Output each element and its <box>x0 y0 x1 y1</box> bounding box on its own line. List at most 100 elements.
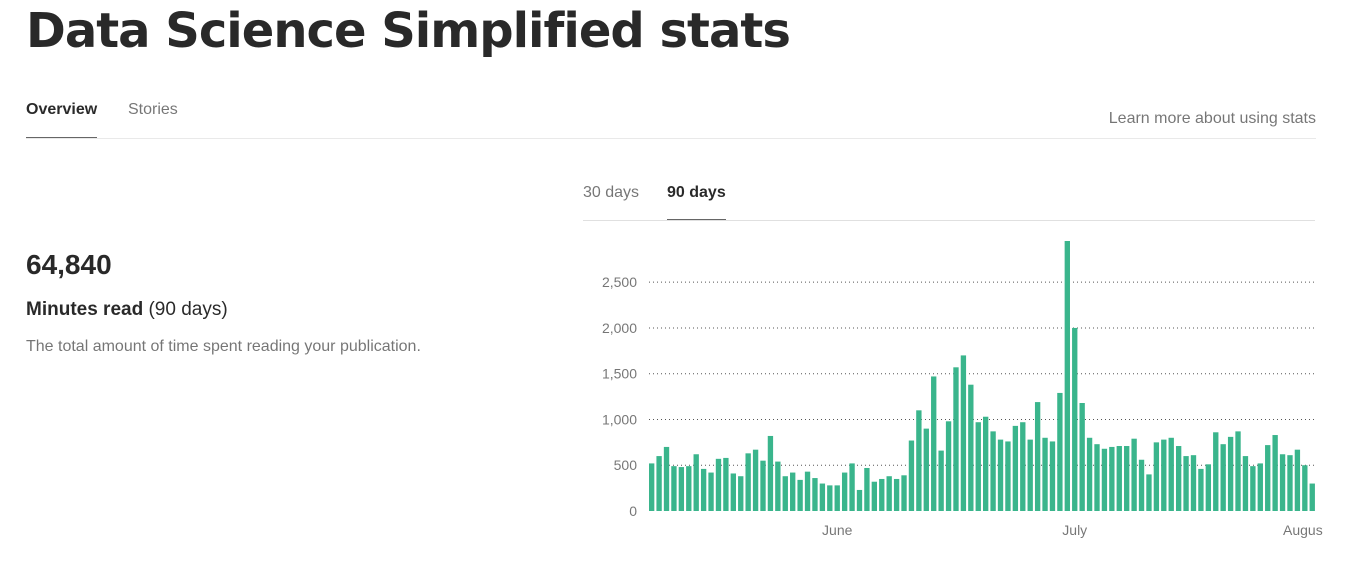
chart-bar[interactable] <box>723 457 729 511</box>
chart-bar[interactable] <box>990 431 996 511</box>
chart-bar[interactable] <box>827 485 833 511</box>
chart-bar[interactable] <box>923 428 929 511</box>
range-tab-90-days[interactable]: 90 days <box>667 178 726 220</box>
chart-bar[interactable] <box>908 440 915 511</box>
chart-bar[interactable] <box>700 468 707 511</box>
chart-bar[interactable] <box>775 461 781 511</box>
chart-bar[interactable] <box>1175 446 1182 511</box>
tab-stories[interactable]: Stories <box>128 101 178 118</box>
chart-bar[interactable] <box>1242 456 1249 511</box>
chart-bar[interactable] <box>841 472 848 511</box>
chart-bar[interactable] <box>1094 444 1100 511</box>
chart-bar[interactable] <box>1005 441 1011 511</box>
chart-bar[interactable] <box>1250 466 1256 511</box>
chart-bar[interactable] <box>1302 465 1308 511</box>
chart-bar[interactable] <box>1057 392 1063 511</box>
chart-bar[interactable] <box>1235 431 1241 511</box>
chart-bar[interactable] <box>1227 436 1234 511</box>
chart-bar[interactable] <box>864 467 870 511</box>
chart-bar[interactable] <box>856 489 863 511</box>
chart-bar[interactable] <box>1131 438 1137 511</box>
chart-bar[interactable] <box>1213 432 1219 511</box>
chart-bar[interactable] <box>931 376 937 511</box>
chart-bar[interactable] <box>968 384 974 511</box>
range-tab-30-days[interactable]: 30 days <box>583 184 640 201</box>
chart-bar[interactable] <box>715 458 722 511</box>
chart-bar[interactable] <box>686 466 692 511</box>
chart-bar[interactable] <box>901 475 907 511</box>
chart-bar[interactable] <box>1205 464 1212 511</box>
x-month-label: August <box>1283 522 1323 538</box>
chart-bar[interactable] <box>730 473 736 511</box>
tab-overview[interactable]: Overview <box>26 96 98 138</box>
chart-bar[interactable] <box>671 466 677 511</box>
chart-bar[interactable] <box>738 476 744 511</box>
chart-bar[interactable] <box>893 478 900 511</box>
chart-bar[interactable] <box>953 367 959 511</box>
chart-bar[interactable] <box>790 472 796 511</box>
chart-bar[interactable] <box>1012 425 1019 511</box>
chart-bar[interactable] <box>1124 446 1130 511</box>
chart-bar[interactable] <box>819 483 826 511</box>
chart-bar[interactable] <box>1116 446 1122 511</box>
chart-bar[interactable] <box>767 435 774 511</box>
chart-bar[interactable] <box>1265 445 1271 511</box>
chart-bar[interactable] <box>1287 455 1293 511</box>
chart-bar[interactable] <box>975 422 981 511</box>
minutes-read-value: 64,840 <box>26 249 112 280</box>
chart-bar[interactable] <box>1198 468 1204 511</box>
chart-bar[interactable] <box>649 463 655 511</box>
chart-bar[interactable] <box>1020 422 1026 511</box>
chart-bar[interactable] <box>1168 437 1174 511</box>
chart-bar[interactable] <box>1190 455 1197 511</box>
chart-bar[interactable] <box>663 446 670 511</box>
chart-bar[interactable] <box>1161 439 1167 511</box>
learn-more-link[interactable]: Learn more about using stats <box>1108 110 1316 127</box>
chart-bar[interactable] <box>1257 463 1263 511</box>
chart-bar[interactable] <box>1064 241 1070 511</box>
chart-bar[interactable] <box>1220 444 1226 511</box>
chart-bar[interactable] <box>656 456 662 511</box>
chart-bar[interactable] <box>1079 403 1085 511</box>
chart-bar[interactable] <box>752 449 759 511</box>
chart-bar[interactable] <box>1109 446 1115 511</box>
chart-bar[interactable] <box>1034 402 1041 511</box>
chart-bar[interactable] <box>1183 456 1189 511</box>
chart-bar[interactable] <box>1279 454 1286 511</box>
chart-bar[interactable] <box>871 481 878 511</box>
chart-bar[interactable] <box>983 416 989 511</box>
chart-bar[interactable] <box>879 478 885 511</box>
chart-bar[interactable] <box>804 471 811 511</box>
chart-bar[interactable] <box>945 421 952 511</box>
chart-bar[interactable] <box>886 476 892 511</box>
chart-bar[interactable] <box>997 439 1004 511</box>
chart-bar[interactable] <box>745 453 751 511</box>
stat-description: The total amount of time spent reading y… <box>26 338 421 355</box>
chart-bar[interactable] <box>693 454 699 511</box>
chart-bar[interactable] <box>1138 459 1145 511</box>
chart-bar[interactable] <box>1272 435 1278 511</box>
chart-bar[interactable] <box>834 485 840 511</box>
chart-bar[interactable] <box>678 467 685 511</box>
chart-bar[interactable] <box>812 478 818 511</box>
chart-bar[interactable] <box>1101 448 1108 511</box>
chart-bar[interactable] <box>1294 449 1301 511</box>
chart-bar[interactable] <box>1072 327 1078 511</box>
chart-bar[interactable] <box>1153 442 1160 511</box>
chart-bar[interactable] <box>760 460 766 511</box>
chart-bar[interactable] <box>938 450 944 511</box>
chart-bar[interactable] <box>916 410 922 511</box>
chart-bar[interactable] <box>708 472 714 511</box>
y-tick-label: 1,000 <box>602 411 637 427</box>
chart-bar[interactable] <box>1027 439 1033 511</box>
range-tabs: 30 days 90 days <box>583 178 1315 221</box>
chart-bar[interactable] <box>1086 437 1093 511</box>
chart-bar[interactable] <box>960 355 967 511</box>
chart-bar[interactable] <box>797 479 803 511</box>
chart-bar[interactable] <box>1309 483 1315 511</box>
chart-bar[interactable] <box>1146 474 1152 511</box>
chart-bar[interactable] <box>849 463 855 511</box>
chart-bar[interactable] <box>1049 441 1056 511</box>
chart-bar[interactable] <box>1042 437 1048 511</box>
chart-bar[interactable] <box>782 476 788 511</box>
